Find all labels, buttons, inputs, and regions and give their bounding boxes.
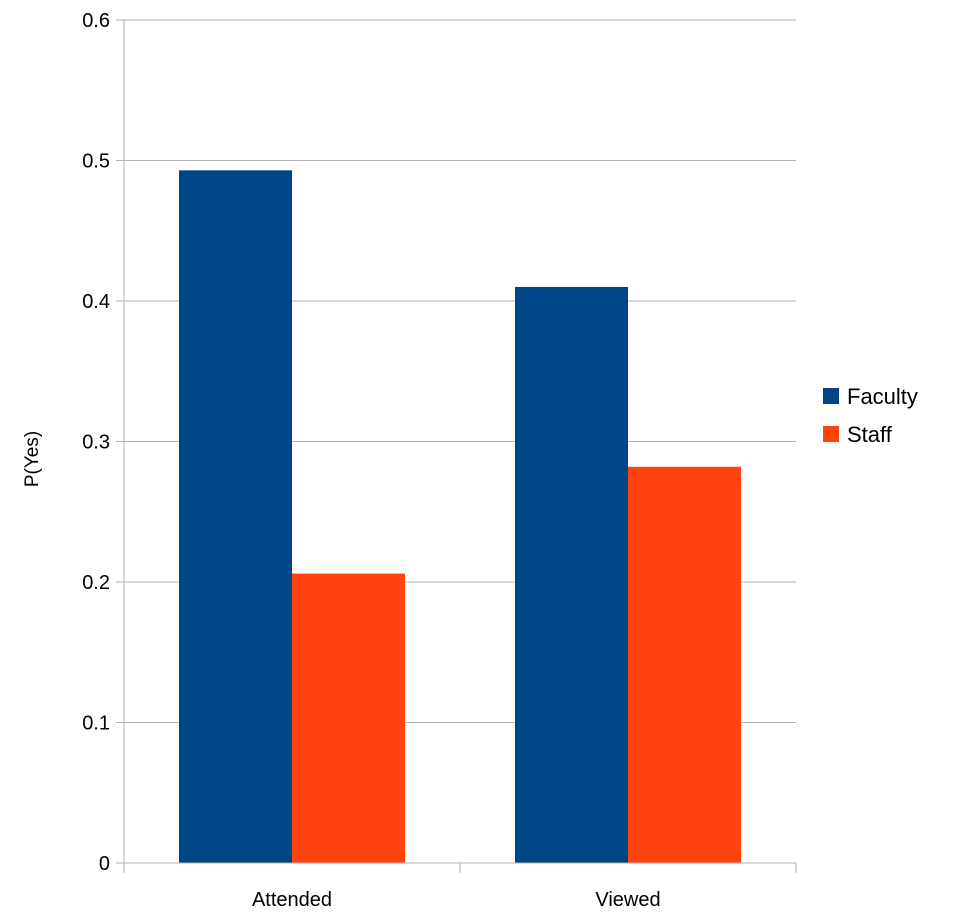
x-category-label: Viewed [595,889,660,911]
bar-staff-attended [292,573,405,863]
legend-swatch-faculty [823,388,839,404]
y-axis-title: P(Yes) [22,431,43,487]
y-tick-label: 0 [99,853,110,875]
legend-label-staff: Staff [847,422,893,447]
y-tick-label: 0.5 [82,151,110,173]
legend: Faculty Staff [823,384,918,447]
bar-faculty-attended [179,170,292,863]
y-tick-label: 0.4 [82,291,110,313]
legend-swatch-staff [823,426,839,442]
x-category-label: Attended [252,889,332,911]
y-tick-label: 0.1 [82,713,110,735]
bar-staff-viewed [628,466,741,863]
y-axis-ticks: 0 0.1 0.2 0.3 0.4 0.5 0.6 [82,10,124,875]
y-tick-label: 0.2 [82,572,110,594]
x-axis-labels: Attended Viewed [252,889,661,911]
bars [179,170,741,863]
y-tick-label: 0.6 [82,10,110,32]
bar-faculty-viewed [515,286,628,863]
y-tick-label: 0.3 [82,432,110,454]
legend-label-faculty: Faculty [847,384,918,409]
